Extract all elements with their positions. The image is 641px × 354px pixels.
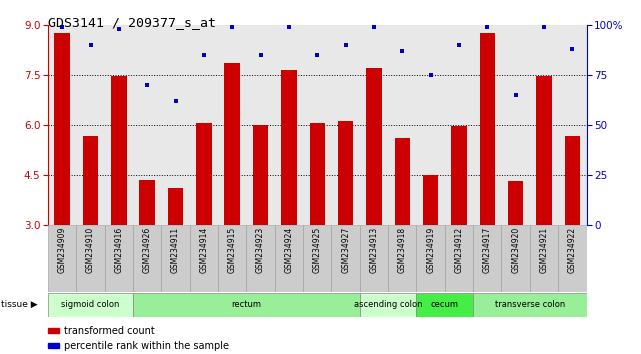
Text: tissue ▶: tissue ▶ [1, 300, 37, 309]
Bar [366, 68, 382, 225]
Point [227, 24, 237, 30]
Text: GSM234925: GSM234925 [313, 227, 322, 273]
Bar [104, 225, 133, 292]
Bar [48, 327, 59, 333]
Point [369, 24, 379, 30]
Point [454, 42, 464, 48]
Text: GSM234914: GSM234914 [199, 227, 208, 273]
Point [567, 46, 578, 52]
Text: GSM234909: GSM234909 [58, 227, 67, 273]
Bar [423, 175, 438, 225]
Bar [310, 123, 325, 225]
Text: transformed count: transformed count [64, 326, 155, 336]
Bar [394, 138, 410, 225]
Point [85, 42, 96, 48]
Bar [508, 182, 524, 225]
Bar [48, 343, 59, 348]
Bar [331, 225, 360, 292]
Text: ascending colon: ascending colon [354, 300, 422, 309]
Bar [360, 293, 417, 317]
Bar [281, 70, 297, 225]
Text: GSM234924: GSM234924 [285, 227, 294, 273]
Bar [140, 180, 155, 225]
Text: GSM234919: GSM234919 [426, 227, 435, 273]
Text: transverse colon: transverse colon [495, 300, 565, 309]
Text: GSM234910: GSM234910 [86, 227, 95, 273]
Bar [473, 293, 587, 317]
Bar [537, 76, 552, 225]
Text: percentile rank within the sample: percentile rank within the sample [64, 341, 229, 351]
Bar [190, 225, 218, 292]
Bar [48, 225, 76, 292]
Bar [48, 293, 133, 317]
Point [171, 98, 181, 104]
Point [199, 52, 209, 58]
Bar [417, 293, 473, 317]
Text: GSM234927: GSM234927 [341, 227, 350, 273]
Bar [445, 225, 473, 292]
Point [284, 24, 294, 30]
Text: GSM234917: GSM234917 [483, 227, 492, 273]
Bar [162, 225, 190, 292]
Bar [83, 136, 98, 225]
Bar [473, 225, 501, 292]
Bar [388, 225, 417, 292]
Text: GDS3141 / 209377_s_at: GDS3141 / 209377_s_at [48, 16, 216, 29]
Bar [196, 123, 212, 225]
Bar [218, 225, 246, 292]
Text: sigmoid colon: sigmoid colon [62, 300, 120, 309]
Bar [303, 225, 331, 292]
Bar [451, 126, 467, 225]
Text: GSM234926: GSM234926 [143, 227, 152, 273]
Point [114, 26, 124, 32]
Bar [224, 63, 240, 225]
Text: GSM234915: GSM234915 [228, 227, 237, 273]
Bar [54, 33, 70, 225]
Text: GSM234916: GSM234916 [115, 227, 124, 273]
Bar [565, 136, 580, 225]
Bar [417, 225, 445, 292]
Bar [76, 225, 104, 292]
Point [142, 82, 153, 88]
Text: GSM234913: GSM234913 [369, 227, 378, 273]
Bar [338, 121, 353, 225]
Bar [501, 225, 530, 292]
Bar [133, 293, 360, 317]
Point [312, 52, 322, 58]
Bar [168, 188, 183, 225]
Point [57, 24, 67, 30]
Point [510, 92, 520, 98]
Text: GSM234920: GSM234920 [511, 227, 520, 273]
Text: GSM234918: GSM234918 [398, 227, 407, 273]
Text: cecum: cecum [431, 300, 459, 309]
Point [256, 52, 266, 58]
Text: rectum: rectum [231, 300, 262, 309]
Bar [360, 225, 388, 292]
Text: GSM234921: GSM234921 [540, 227, 549, 273]
Bar [479, 33, 495, 225]
Text: GSM234923: GSM234923 [256, 227, 265, 273]
Text: GSM234912: GSM234912 [454, 227, 463, 273]
Bar [246, 225, 275, 292]
Point [539, 24, 549, 30]
Text: GSM234911: GSM234911 [171, 227, 180, 273]
Bar [558, 225, 587, 292]
Text: GSM234922: GSM234922 [568, 227, 577, 273]
Point [397, 48, 408, 53]
Point [340, 42, 351, 48]
Bar [530, 225, 558, 292]
Bar [253, 125, 269, 225]
Bar [111, 76, 127, 225]
Bar [133, 225, 162, 292]
Bar [275, 225, 303, 292]
Point [482, 24, 492, 30]
Point [426, 72, 436, 78]
